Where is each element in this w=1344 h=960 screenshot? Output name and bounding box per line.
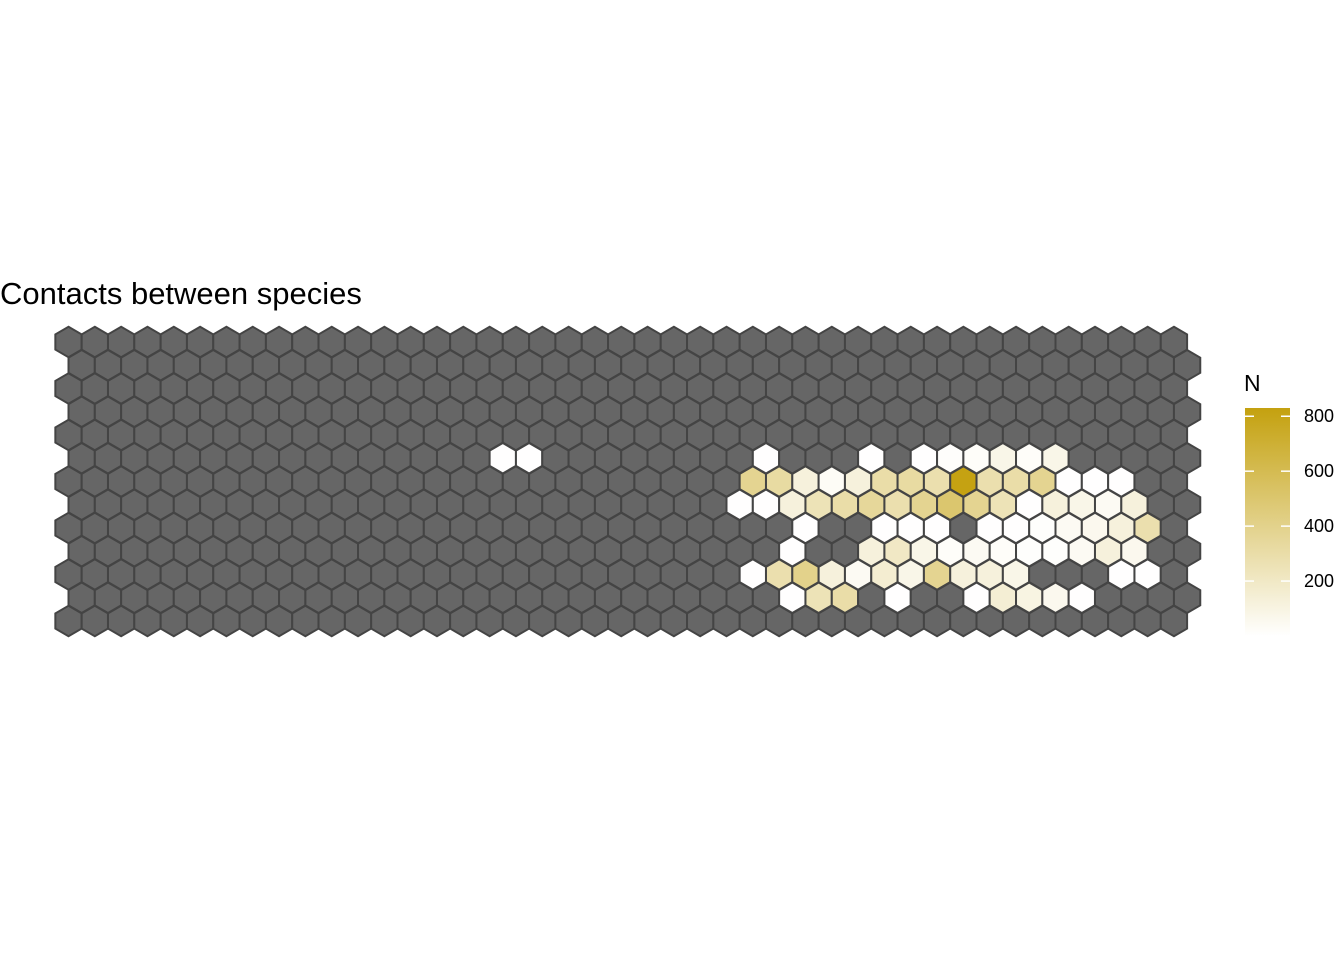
legend-title: N <box>1244 370 1261 396</box>
hex-cell-empty <box>291 604 320 638</box>
hex-cell-empty <box>922 604 952 638</box>
hex-cell-empty <box>686 604 715 638</box>
legend-tick-label: 400 <box>1304 516 1334 536</box>
hex-cell-empty <box>791 604 820 638</box>
hex-cell-empty <box>975 604 1004 638</box>
hex-cell-empty <box>1133 604 1162 638</box>
hex-cell-empty <box>159 604 188 638</box>
hex-cell-empty <box>738 604 767 638</box>
legend-tick-label: 200 <box>1304 571 1334 591</box>
hex-cell-empty <box>1107 604 1136 638</box>
hex-cell-empty <box>475 604 504 638</box>
hex-cell-empty <box>1001 604 1031 638</box>
hex-cell-empty <box>501 604 531 638</box>
hex-cell-empty <box>422 604 452 638</box>
hex-grid <box>54 325 1202 638</box>
hex-cell-empty <box>54 604 83 638</box>
chart-title: Contacts between species <box>0 276 362 311</box>
hex-cell-empty <box>554 604 583 638</box>
hex-cell-empty <box>607 604 636 638</box>
hex-cell-empty <box>238 604 267 638</box>
legend-tick-label: 600 <box>1304 461 1334 481</box>
hex-cell-empty <box>712 604 741 638</box>
hex-cell-empty <box>659 604 689 638</box>
hex-cell-empty <box>1054 604 1083 638</box>
hex-cell-empty <box>1080 604 1110 638</box>
hex-cell-empty <box>1028 604 1057 638</box>
hex-cell-empty <box>528 604 557 638</box>
hex-cell-empty <box>133 604 162 638</box>
legend-ticks: 200 400 600 800 <box>1245 406 1334 591</box>
hex-cell-empty <box>1159 604 1189 638</box>
legend-colorbar <box>1245 408 1290 636</box>
hex-cell-empty <box>80 604 109 638</box>
hex-cell-empty <box>370 604 399 638</box>
hex-cell-empty <box>106 604 136 638</box>
hex-cell-empty <box>843 604 873 638</box>
hex-cell-empty <box>580 604 610 638</box>
hex-cell-empty <box>896 604 925 638</box>
legend-tick-label: 800 <box>1304 406 1334 426</box>
hex-cell-empty <box>817 604 846 638</box>
hex-cell-empty <box>317 604 346 638</box>
hex-cell-empty <box>870 604 899 638</box>
hex-cell-empty <box>396 604 425 638</box>
hex-cell-empty <box>633 604 662 638</box>
hex-cell-empty <box>212 604 241 638</box>
hex-cell-empty <box>264 604 294 638</box>
hex-cell-empty <box>343 604 373 638</box>
color-legend: N 200 400 600 800 <box>1244 370 1334 636</box>
hex-cell-empty <box>949 604 978 638</box>
hex-cell-empty <box>449 604 478 638</box>
hex-cell-empty <box>185 604 215 638</box>
hex-cell-empty <box>764 604 794 638</box>
